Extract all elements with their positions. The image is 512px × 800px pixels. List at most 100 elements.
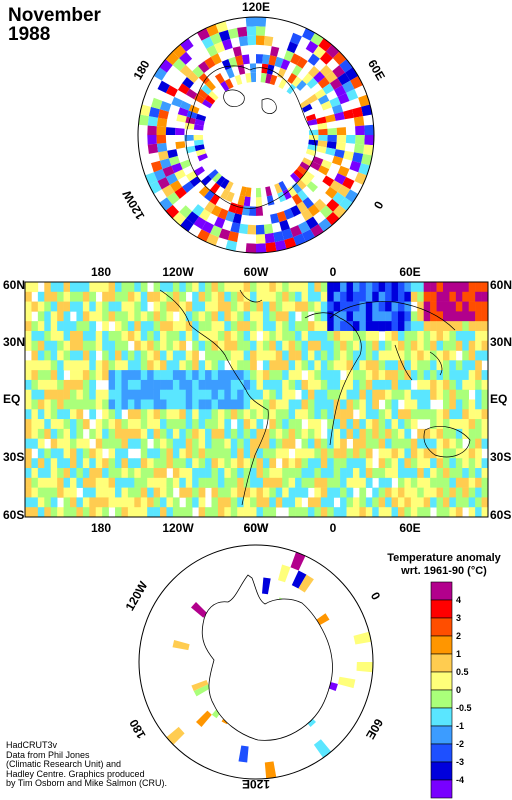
anomaly-cell — [198, 487, 206, 498]
polar-anomaly-cell — [337, 72, 351, 86]
polar-anomaly-cell — [225, 211, 236, 223]
anomaly-cell — [121, 301, 129, 312]
anomaly-cell — [282, 321, 289, 332]
anomaly-cell — [153, 458, 161, 469]
anomaly-cell — [243, 438, 251, 449]
anomaly-cell — [147, 409, 154, 420]
anomaly-cell — [340, 291, 347, 302]
anomaly-cell — [359, 487, 367, 498]
anomaly-cell — [160, 448, 167, 459]
anomaly-cell — [179, 321, 187, 332]
anomaly-cell — [327, 487, 334, 498]
anomaly-cell — [301, 330, 309, 342]
anomaly-cell — [404, 477, 412, 488]
anomaly-cell — [37, 330, 45, 342]
polar-anomaly-cell — [332, 104, 344, 115]
anomaly-cell — [224, 340, 232, 351]
anomaly-cell — [475, 340, 482, 351]
anomaly-cell — [430, 360, 437, 371]
anomaly-cell — [205, 399, 212, 410]
polar-anomaly-cell — [147, 135, 157, 145]
anomaly-cell — [50, 301, 58, 312]
polar-anomaly-cell — [353, 143, 365, 154]
polar-anomaly-cell — [168, 155, 180, 166]
anomaly-cell — [423, 389, 431, 400]
anomaly-cell — [436, 458, 444, 469]
anomaly-cell — [44, 282, 52, 293]
anomaly-cell — [25, 379, 32, 391]
anomaly-cell — [417, 350, 424, 361]
anomaly-cell — [160, 477, 167, 488]
anomaly-cell — [436, 321, 444, 332]
anomaly-cell — [127, 291, 135, 302]
anomaly-cell — [436, 379, 444, 391]
anomaly-cell — [37, 507, 45, 517]
anomaly-cell — [160, 419, 167, 430]
anomaly-cell — [198, 477, 206, 488]
anomaly-cell — [127, 370, 135, 381]
anomaly-cell — [243, 340, 251, 351]
anomaly-cell — [404, 497, 412, 508]
anomaly-cell — [172, 350, 180, 361]
polar-anomaly-cell — [318, 128, 328, 135]
anomaly-cell — [481, 399, 488, 410]
anomaly-cell — [442, 370, 450, 381]
polar-anomaly-cell — [238, 745, 249, 763]
polar-anomaly-cell — [145, 172, 158, 185]
polar-anomaly-cell — [329, 180, 343, 192]
polar-anomaly-cell — [339, 197, 353, 211]
anomaly-cell — [385, 370, 392, 381]
anomaly-cell — [397, 477, 405, 488]
polar-anomaly-cell — [180, 159, 192, 170]
polar-anomaly-cell — [179, 51, 193, 65]
anomaly-cell — [340, 438, 347, 449]
anomaly-cell — [475, 311, 482, 322]
anomaly-cell — [89, 360, 97, 371]
lat-label: 60S — [490, 508, 511, 522]
anomaly-cell — [320, 282, 328, 293]
polar-anomaly-cell — [204, 201, 216, 214]
anomaly-cell — [346, 291, 354, 302]
lat-label: 30S — [3, 450, 24, 464]
anomaly-cell — [346, 507, 354, 517]
anomaly-cell — [31, 487, 39, 498]
polar-anomaly-cell — [180, 100, 192, 111]
polar-anomaly-cell — [172, 640, 190, 651]
anomaly-cell — [224, 370, 232, 381]
anomaly-cell — [147, 507, 154, 517]
anomaly-cell — [63, 487, 71, 498]
north-label-180: 180 — [130, 58, 152, 83]
anomaly-cell — [256, 458, 264, 469]
polar-anomaly-cell — [206, 24, 219, 37]
anomaly-cell — [365, 340, 373, 351]
legend-tick-label: -2 — [456, 739, 464, 749]
anomaly-cell — [378, 507, 386, 517]
polar-anomaly-cell — [286, 83, 297, 95]
anomaly-cell — [230, 458, 238, 469]
anomaly-cell — [295, 448, 302, 459]
anomaly-cell — [449, 330, 457, 342]
anomaly-cell — [198, 291, 206, 302]
anomaly-cell — [346, 330, 354, 342]
polar-anomaly-cell — [186, 71, 199, 83]
anomaly-cell — [82, 497, 90, 508]
anomaly-cell — [430, 370, 437, 381]
anomaly-cell — [57, 321, 64, 332]
anomaly-cell — [192, 301, 199, 312]
anomaly-cell — [44, 428, 52, 439]
anomaly-cell — [153, 291, 161, 302]
anomaly-cell — [25, 291, 32, 302]
anomaly-cell — [82, 399, 90, 410]
anomaly-cell — [436, 468, 444, 479]
anomaly-cell — [327, 458, 334, 469]
anomaly-cell — [147, 428, 154, 439]
anomaly-cell — [153, 389, 161, 400]
anomaly-cell — [31, 419, 39, 430]
anomaly-cell — [147, 379, 154, 391]
anomaly-cell — [140, 419, 148, 430]
anomaly-cell — [475, 321, 482, 332]
anomaly-cell — [449, 468, 457, 479]
polar-anomaly-cell — [224, 181, 234, 192]
anomaly-cell — [269, 399, 277, 410]
anomaly-cell — [153, 311, 161, 322]
